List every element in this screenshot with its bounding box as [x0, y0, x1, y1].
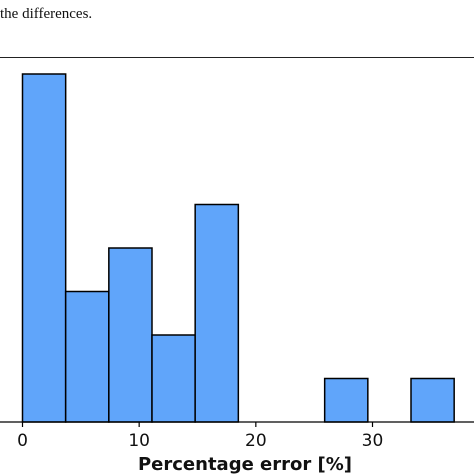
x-tick-label: 20	[245, 431, 267, 451]
x-tick-label: 10	[128, 431, 150, 451]
histogram-bar-3	[151, 334, 196, 423]
x-tick-label: 30	[362, 431, 384, 451]
histogram-bar-2	[108, 247, 153, 423]
x-axis-title: Percentage error [%]	[138, 454, 352, 474]
histogram-bar-4	[194, 203, 240, 423]
caption-divider	[0, 57, 474, 58]
histogram-bar-9	[410, 377, 455, 423]
histogram-bar-1	[64, 290, 110, 423]
histogram-bar-7	[323, 377, 369, 423]
histogram-bar-0	[21, 73, 67, 423]
figure-caption-fragment: the differences.	[0, 6, 93, 22]
x-tick-label: 0	[17, 431, 28, 451]
x-ticks-group: 0 10 20 30	[17, 422, 383, 451]
bars-group	[21, 73, 455, 423]
